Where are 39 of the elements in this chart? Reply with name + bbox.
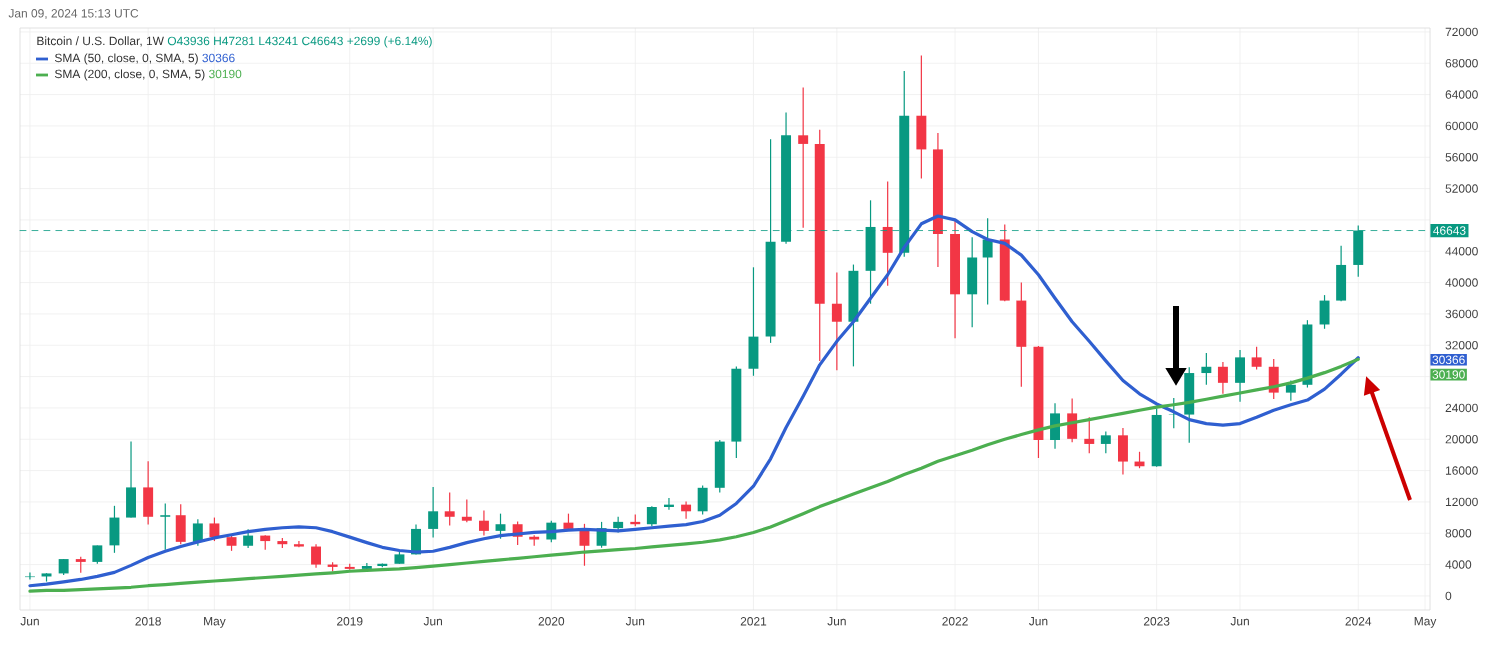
candlestick — [798, 86, 809, 229]
candlestick — [1100, 430, 1111, 454]
candlestick — [1016, 281, 1027, 388]
candlestick — [967, 236, 978, 328]
candlestick — [428, 486, 439, 539]
line-series — [28, 357, 1360, 593]
candlestick — [461, 498, 472, 523]
candlestick — [444, 491, 455, 526]
candlestick — [882, 180, 893, 287]
candlestick — [209, 516, 220, 542]
candlestick — [1336, 245, 1347, 302]
candlestick — [1217, 361, 1228, 395]
candlestick — [92, 544, 103, 565]
candlestick — [311, 543, 322, 569]
candlestick — [243, 528, 254, 549]
candlestick — [646, 505, 657, 527]
candlestick — [1201, 352, 1212, 386]
candlestick — [1184, 366, 1195, 444]
line-series — [28, 214, 1360, 588]
candlestick — [126, 440, 136, 519]
candlestick — [681, 500, 692, 520]
candlestick — [143, 460, 154, 526]
candlestick — [495, 513, 506, 540]
candlestick — [1084, 416, 1095, 454]
candlestick — [1285, 379, 1296, 402]
candlestick — [478, 509, 489, 537]
candlestick — [831, 271, 842, 371]
candlestick — [748, 266, 759, 377]
candlestick — [160, 502, 171, 551]
candlestick — [1319, 294, 1330, 330]
candlestick — [175, 503, 186, 545]
candlestick — [192, 518, 203, 547]
candlestick — [1117, 427, 1128, 476]
candlestick — [916, 54, 927, 179]
candlestick — [697, 484, 708, 516]
candlestick — [1235, 349, 1246, 403]
candlestick — [1251, 346, 1262, 371]
candlestick — [714, 439, 725, 494]
candlestick — [109, 505, 120, 554]
